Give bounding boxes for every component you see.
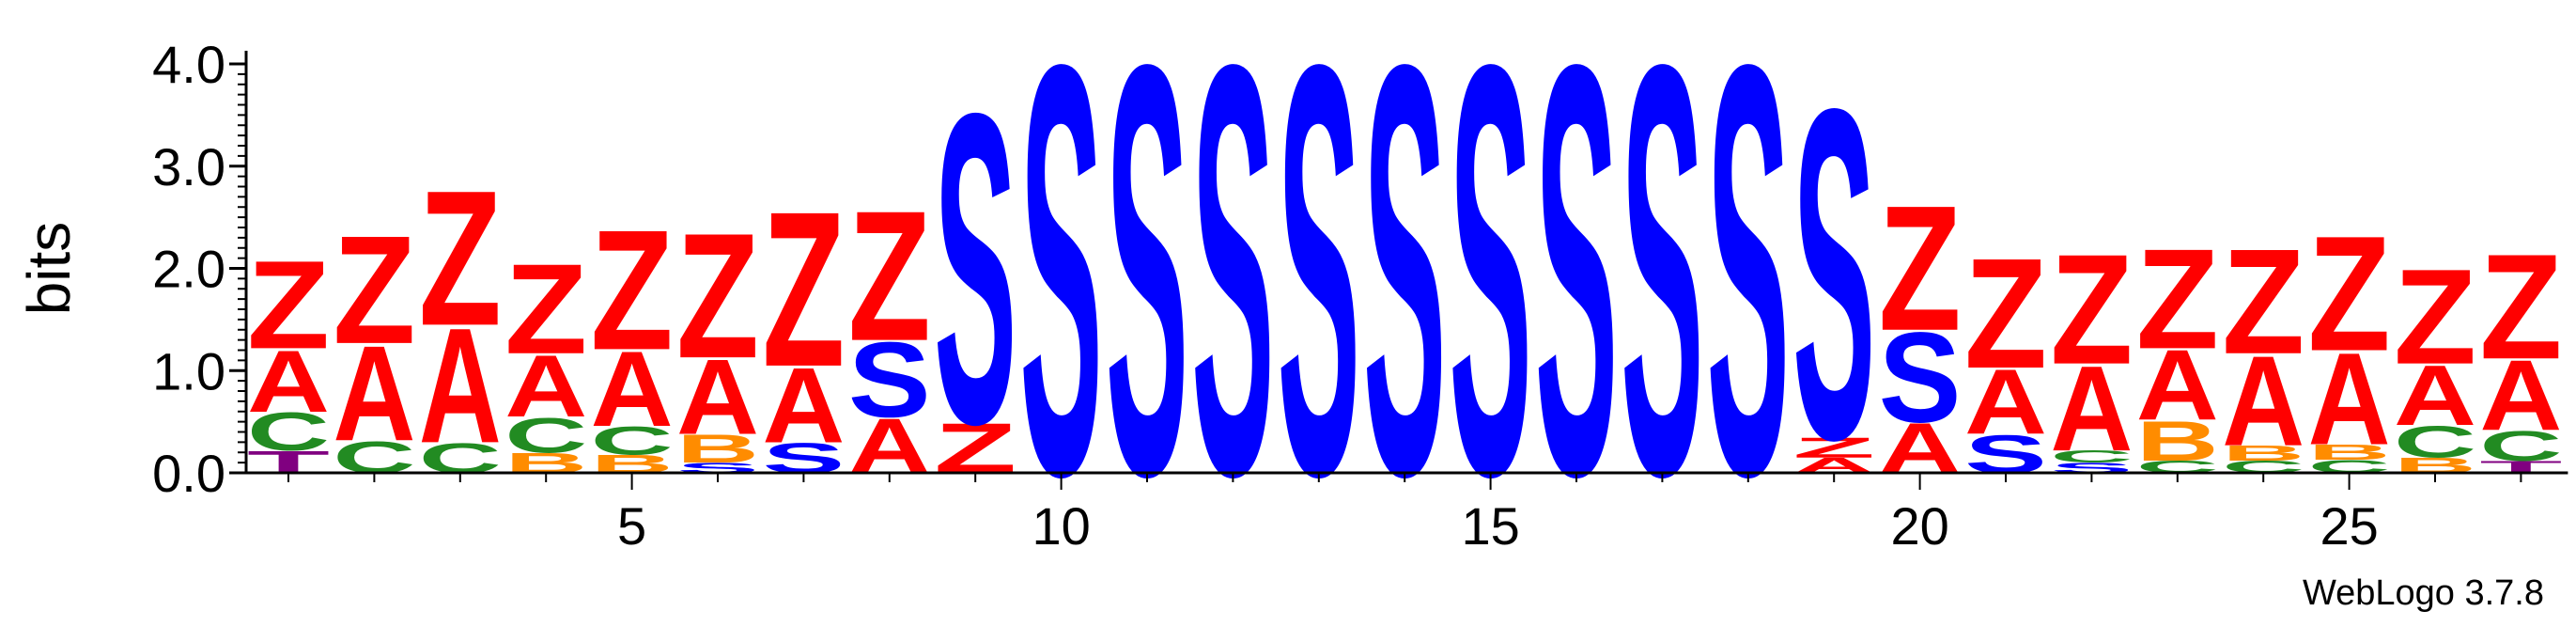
logo-letter: S	[1535, 0, 1618, 598]
logo-letter: S	[1278, 0, 1360, 598]
logo-letter: A	[2479, 340, 2562, 452]
y-tick-label: 0.0	[152, 444, 225, 503]
x-tick-label: 25	[2320, 496, 2378, 556]
logo-letter: Z	[333, 203, 415, 376]
logo-letter: C	[591, 418, 674, 463]
logo-letter: S	[934, 23, 1016, 517]
logo-letter: C	[2050, 447, 2133, 466]
logo-letter: A	[504, 337, 587, 436]
logo-letter: B	[2136, 410, 2219, 474]
logo-letter: Z	[1964, 227, 2047, 401]
logo-letter: B	[676, 427, 759, 472]
logo-letter: Z	[2394, 241, 2476, 393]
logo-letter: Z	[2136, 220, 2219, 379]
logo-letter: A	[591, 329, 674, 448]
logo-letter: S	[1191, 0, 1274, 598]
logo-letter: S	[1621, 0, 1703, 598]
x-tick-label: 5	[617, 496, 646, 556]
logo-letter: B	[2222, 441, 2304, 464]
logo-letter: C	[247, 402, 330, 462]
logo-letter: C	[2394, 416, 2476, 467]
logo-letter: A	[419, 294, 502, 478]
logo-letter: Z	[762, 165, 845, 413]
y-tick-label: 2.0	[152, 240, 225, 299]
y-axis-ticks: 0.0 1.0 2.0 3.0 4.0	[152, 35, 246, 503]
logo-letter: A	[676, 337, 759, 456]
x-axis-ticks: 5 10 15 20 25	[287, 473, 2522, 556]
logo-letter: Z	[591, 194, 674, 385]
weblogo-watermark: WebLogo 3.7.8	[2303, 573, 2544, 613]
logo-letter: Z	[419, 150, 502, 366]
logo-letter: Z	[2308, 201, 2391, 384]
logo-letter: A	[2222, 330, 2304, 473]
logo-letter: Z	[504, 237, 587, 381]
logo-letter: S	[1450, 0, 1532, 598]
logo-letter: B	[2308, 440, 2391, 463]
x-tick-label: 10	[1032, 496, 1090, 556]
logo-letter: Z	[676, 196, 759, 396]
y-tick-label: 4.0	[152, 35, 225, 94]
logo-letter: S	[848, 321, 931, 441]
logo-letter: Z	[2222, 218, 2304, 385]
logo-letter: A	[2136, 330, 2219, 442]
logo-letter: Z	[1879, 167, 1962, 368]
logo-letter: Z	[247, 235, 330, 375]
logo-letter: A	[247, 332, 330, 431]
logo-letter: Z	[848, 172, 931, 380]
logo-letter: C	[504, 407, 587, 462]
logo-letter: S	[1707, 0, 1790, 598]
logo-letter: A	[2308, 325, 2391, 473]
logo-letter: S	[1106, 0, 1188, 598]
y-tick-label: 1.0	[152, 341, 225, 400]
logo-letter: S	[1879, 306, 1962, 449]
logo-letter: S	[1020, 0, 1103, 598]
logo-letter: Z	[2050, 223, 2133, 398]
logo-letter: Z	[1792, 432, 1875, 464]
logo-letter: S	[1363, 0, 1446, 598]
axes: 0.0 1.0 2.0 3.0 4.0 5 10 15 20 25	[152, 35, 2568, 556]
logo-letter: A	[2050, 340, 2133, 477]
logo-letter: A	[762, 345, 845, 464]
logo-letter: Z	[2479, 223, 2562, 390]
logo-letter: S	[1792, 10, 1875, 538]
x-tick-label: 20	[1890, 496, 1948, 556]
logo-letter: A	[2394, 348, 2476, 444]
y-axis-label: bits	[15, 222, 83, 316]
y-tick-label: 3.0	[152, 137, 225, 196]
logo-letter: C	[2479, 422, 2562, 470]
logo-letter: A	[333, 319, 415, 470]
x-tick-label: 15	[1461, 496, 1519, 556]
logo-letter: A	[1964, 352, 2047, 455]
